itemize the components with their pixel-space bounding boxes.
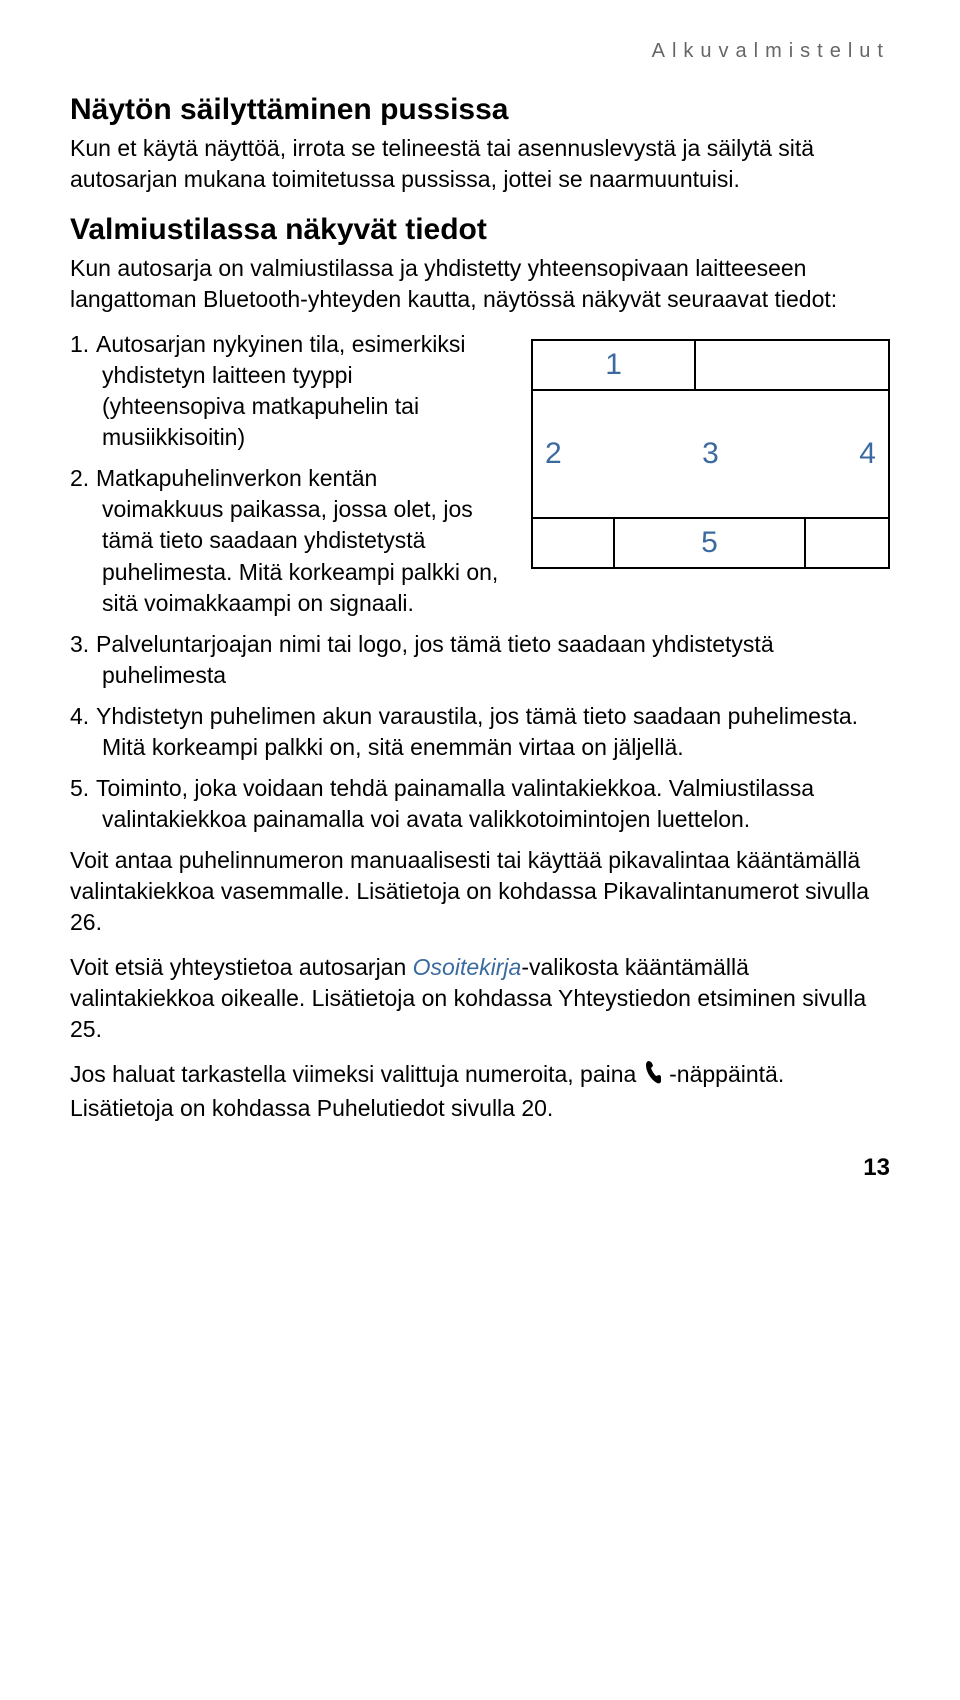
- page-header-tag: Alkuvalmistelut: [70, 40, 890, 63]
- diagram-cell-empty: [533, 519, 615, 567]
- diagram-cell-empty: [806, 519, 888, 567]
- paragraph-puhelutiedot: Jos haluat tarkastella viimeksi valittuj…: [70, 1059, 890, 1124]
- section2-intro: Kun autosarja on valmiustilassa ja yhdis…: [70, 253, 890, 315]
- section1-body: Kun et käytä näyttöä, irrota se telinees…: [70, 133, 890, 195]
- two-column-block: 1.Autosarjan nykyinen tila, esimerkiksi …: [70, 329, 890, 628]
- page-number: 13: [70, 1154, 890, 1182]
- diagram-label: 3: [702, 437, 719, 471]
- list-item: 5.Toiminto, joka voidaan tehdä painamall…: [70, 773, 890, 835]
- list-item-text: Toiminto, joka voidaan tehdä painamalla …: [96, 775, 814, 832]
- diagram-row-middle: 2 3 4: [531, 389, 890, 519]
- paragraph-pikavalinta: Voit antaa puhelinnumeron manuaalisesti …: [70, 845, 890, 938]
- osoitekirja-link: Osoitekirja: [413, 954, 522, 980]
- diagram-label: 4: [859, 437, 876, 471]
- phone-key-icon: [643, 1059, 663, 1093]
- numbered-list-cont: 3.Palveluntarjoajan nimi tai logo, jos t…: [70, 629, 890, 835]
- diagram-cell-5: 5: [615, 519, 807, 567]
- list-item: 2.Matkapuhelinverkon kentän voimakkuus p…: [70, 463, 501, 618]
- list-item-text: Yhdistetyn puhelimen akun varaustila, jo…: [96, 703, 858, 760]
- list-item: 1.Autosarjan nykyinen tila, esimerkiksi …: [70, 329, 501, 453]
- diagram-cell-2: 2: [533, 391, 651, 517]
- diagram-label: 2: [545, 437, 562, 471]
- diagram-cell-1: 1: [533, 341, 696, 389]
- list-item-text: Matkapuhelinverkon kentän voimakkuus pai…: [96, 465, 498, 615]
- list-item-text: Palveluntarjoajan nimi tai logo, jos täm…: [96, 631, 774, 688]
- diagram-row-bottom: 5: [531, 519, 890, 569]
- diagram-cell-3: 3: [651, 391, 769, 517]
- list-column: 1.Autosarjan nykyinen tila, esimerkiksi …: [70, 329, 521, 628]
- diagram-cell-4: 4: [770, 391, 888, 517]
- diagram-column: 1 2 3 4 5: [521, 329, 890, 569]
- section2-title: Valmiustilassa näkyvät tiedot: [70, 213, 890, 247]
- diagram-label: 5: [701, 526, 718, 560]
- list-item: 3.Palveluntarjoajan nimi tai logo, jos t…: [70, 629, 890, 691]
- text-fragment: Voit etsiä yhteystietoa autosarjan: [70, 954, 413, 980]
- diagram-label: 1: [605, 348, 622, 382]
- numbered-list: 1.Autosarjan nykyinen tila, esimerkiksi …: [70, 329, 501, 618]
- section1-title: Näytön säilyttäminen pussissa: [70, 93, 890, 127]
- diagram-cell-empty: [696, 341, 888, 389]
- diagram-row-top: 1: [531, 339, 890, 389]
- list-item: 4.Yhdistetyn puhelimen akun varaustila, …: [70, 701, 890, 763]
- text-fragment: Jos haluat tarkastella viimeksi valittuj…: [70, 1061, 643, 1087]
- display-layout-diagram: 1 2 3 4 5: [531, 339, 890, 569]
- paragraph-osoitekirja: Voit etsiä yhteystietoa autosarjan Osoit…: [70, 952, 890, 1045]
- list-item-text: Autosarjan nykyinen tila, esimerkiksi yh…: [96, 331, 465, 450]
